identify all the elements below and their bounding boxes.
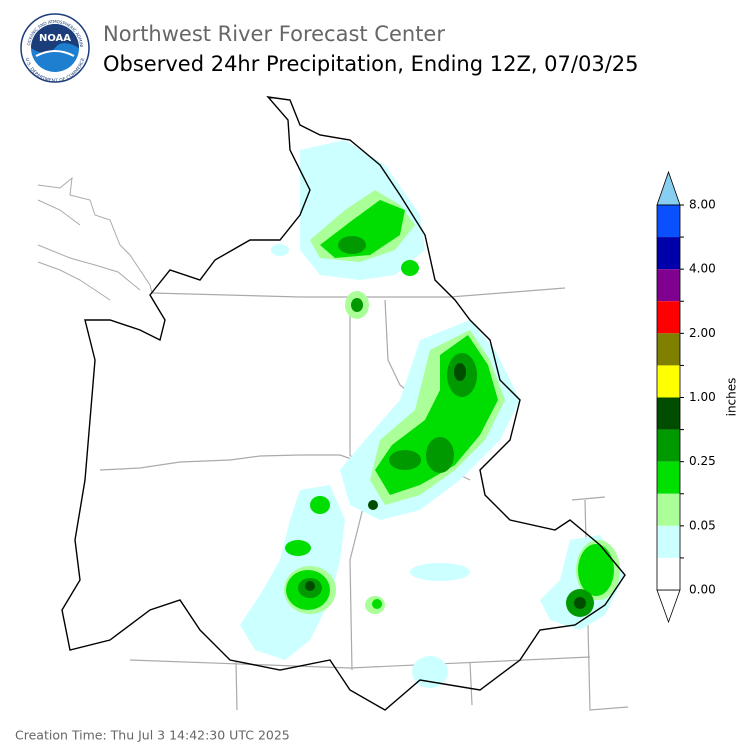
colorbar-tick-label: 2.00 — [689, 326, 716, 340]
title: Northwest River Forecast Center — [103, 22, 445, 46]
colorbar-swatch — [657, 237, 680, 270]
subtitle: Observed 24hr Precipitation, Ending 12Z,… — [103, 52, 639, 76]
colorbar-tick-label: 0.05 — [689, 518, 716, 532]
logo-text: NOAA — [39, 33, 71, 44]
colorbar-swatch — [657, 429, 680, 462]
colorbar-swatch — [657, 205, 680, 238]
colorbar-label: inches — [725, 378, 739, 417]
colorbar-tick-label: 0.25 — [689, 454, 716, 468]
colorbar-tick-label: 0.00 — [689, 583, 716, 597]
colorbar-swatch — [657, 269, 680, 302]
colorbar-tick-label: 8.00 — [689, 198, 716, 212]
colorbar-swatch — [657, 301, 680, 334]
colorbar-swatch — [657, 365, 680, 398]
creation-time: Creation Time: Thu Jul 3 14:42:30 UTC 20… — [15, 728, 290, 743]
colorbar-tick-label: 4.00 — [689, 262, 716, 276]
colorbar-tick-label: 1.00 — [689, 390, 716, 404]
precip-areas — [240, 140, 625, 688]
noaa-logo: NATIONAL OCEANIC AND ATMOSPHERIC ADMINIS… — [0, 0, 90, 84]
colorbar-swatch — [657, 525, 680, 558]
colorbar-swatch — [657, 461, 680, 494]
map — [37, 96, 629, 711]
colorbar-swatch — [657, 493, 680, 526]
colorbar-swatch — [657, 397, 680, 430]
colorbar-swatch — [657, 333, 680, 366]
colorbar — [656, 170, 684, 624]
colorbar-swatch — [657, 557, 680, 590]
colorbar-frame — [656, 204, 681, 591]
